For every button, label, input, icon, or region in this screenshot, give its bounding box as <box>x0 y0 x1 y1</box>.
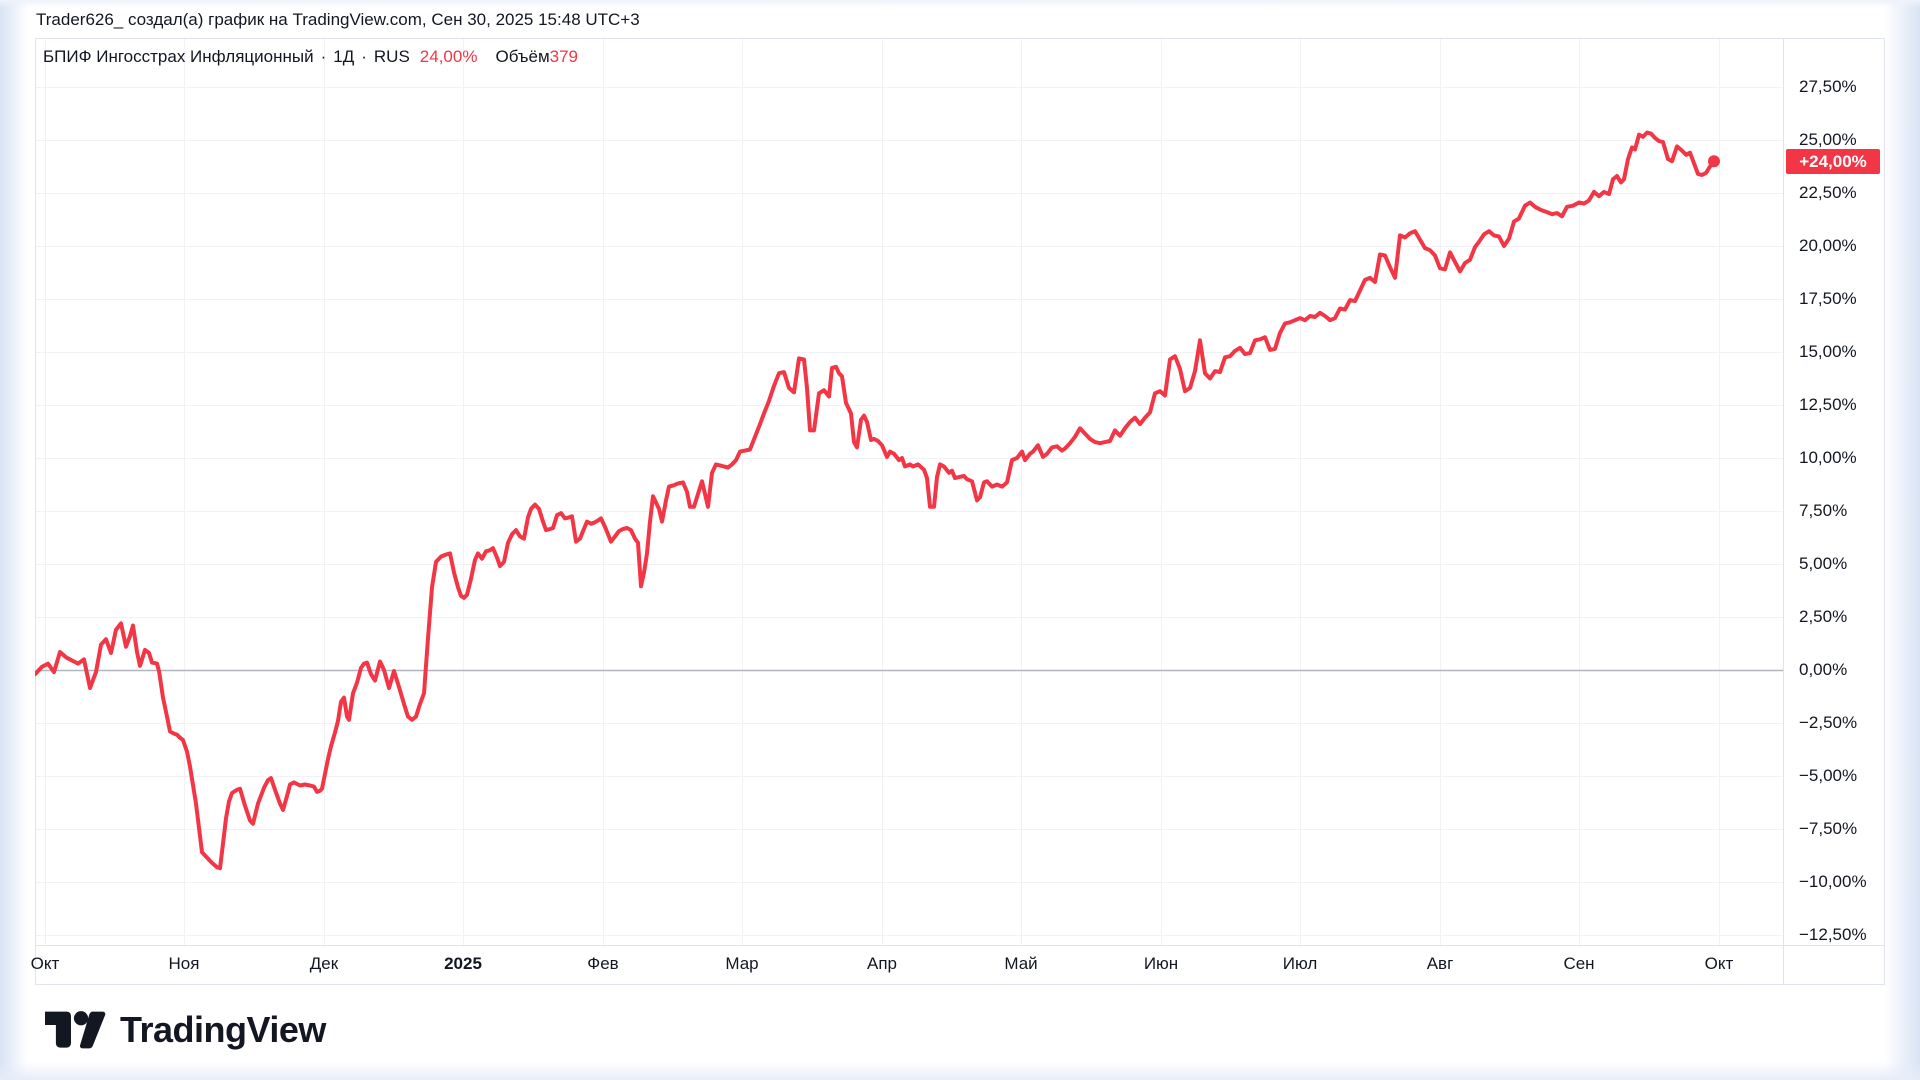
volume-label: Объём <box>495 47 550 66</box>
tradingview-logo[interactable]: TradingView <box>45 1009 326 1051</box>
time-tick-label: Авг <box>1426 954 1454 973</box>
time-tick-label: Июн <box>1143 954 1179 973</box>
price-tick-label: −5,00% <box>1799 766 1858 785</box>
time-tick-label: Июл <box>1282 954 1318 973</box>
change-percent-value: 24,00% <box>419 47 478 66</box>
time-tick-label: Окт <box>1704 954 1734 973</box>
price-tick-label: 12,50% <box>1799 395 1857 414</box>
price-tick-label: 17,50% <box>1799 289 1857 308</box>
price-tick-label: −10,00% <box>1799 872 1867 891</box>
price-tick-label: 15,00% <box>1799 342 1857 361</box>
legend-separator: · <box>361 47 367 66</box>
last-price-badge: +24,00% <box>1786 149 1880 174</box>
price-tick-label: −12,50% <box>1799 925 1867 944</box>
tradingview-logo-icon <box>45 1011 106 1049</box>
price-line <box>35 130 1716 871</box>
price-tick-label: 5,00% <box>1799 554 1848 573</box>
price-tick-label: 10,00% <box>1799 448 1857 467</box>
time-tick-label: Ноя <box>168 954 200 973</box>
price-tick-label: 27,50% <box>1799 77 1857 96</box>
symbol-legend: БПИФ Ингосстрах Инфляционный · 1Д · RUS 24,00… <box>43 46 578 68</box>
price-tick-label: 25,00% <box>1799 130 1857 149</box>
price-line-series <box>35 130 1716 871</box>
interval-label: 1Д <box>333 47 355 66</box>
attribution-line: Trader626_ создал(а) график на TradingVi… <box>36 10 640 29</box>
last-price-dot <box>1708 155 1720 168</box>
tradingview-logo-text: TradingView <box>120 1009 326 1050</box>
price-tick-label: 7,50% <box>1799 501 1848 520</box>
symbol-title: БПИФ Ингосстрах Инфляционный <box>43 47 314 66</box>
time-tick-label: Дек <box>309 954 339 973</box>
price-tick-label: −2,50% <box>1799 713 1858 732</box>
time-tick-label: 2025 <box>444 954 482 973</box>
legend-separator: · <box>320 47 327 66</box>
time-tick-label: Апр <box>867 954 897 973</box>
time-tick-label: Фев <box>587 954 619 973</box>
price-tick-label: 2,50% <box>1799 607 1848 626</box>
chart-frame <box>35 38 1885 985</box>
gridlines <box>35 38 1783 945</box>
time-tick-label: Май <box>1004 954 1038 973</box>
volume-value: 379 <box>549 47 579 66</box>
last-price-dot-circle <box>1708 155 1720 168</box>
price-tick-label: 20,00% <box>1799 236 1857 255</box>
exchange-label: RUS <box>373 47 410 66</box>
time-tick-label: Окт <box>30 954 60 973</box>
time-tick-label: Сен <box>1563 954 1595 973</box>
price-tick-label: 0,00% <box>1799 660 1848 679</box>
price-tick-label: −7,50% <box>1799 819 1858 838</box>
time-tick-label: Мар <box>725 954 759 973</box>
chart-card-border <box>35 38 1885 985</box>
price-tick-label: 22,50% <box>1799 183 1857 202</box>
